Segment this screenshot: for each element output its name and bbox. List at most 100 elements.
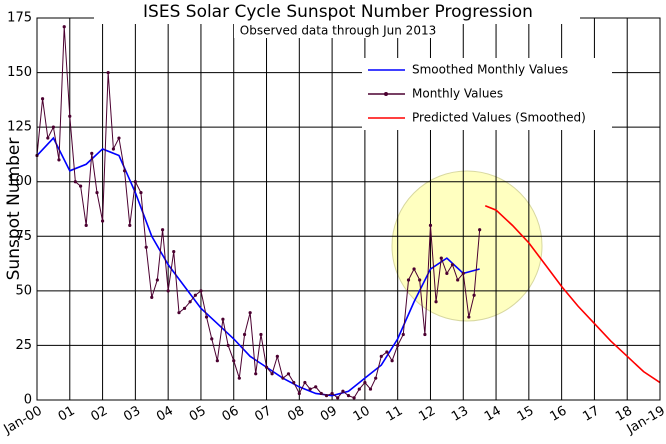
x-tick-label: 04 (154, 404, 176, 425)
data-point (117, 136, 121, 140)
data-point (57, 158, 61, 162)
data-point (193, 293, 197, 297)
data-point (40, 97, 45, 101)
data-point (264, 365, 269, 369)
x-tick-label: 01 (56, 404, 78, 425)
data-point (406, 278, 411, 282)
x-tick-label: 18 (613, 404, 635, 425)
data-point (461, 271, 465, 275)
data-point (84, 223, 88, 227)
data-point (352, 396, 356, 400)
y-tick-label: 75 (15, 229, 32, 244)
data-point (418, 278, 422, 282)
data-point (128, 223, 132, 227)
title-background (94, 2, 580, 24)
data-point (423, 332, 427, 337)
x-tick-label: 12 (416, 404, 438, 425)
data-point (144, 245, 148, 249)
data-point (177, 311, 181, 315)
data-point (95, 191, 99, 195)
data-point (166, 289, 170, 293)
y-tick-label: 125 (7, 120, 32, 135)
data-point (314, 385, 318, 389)
y-tick-label: 150 (7, 65, 32, 80)
data-point (248, 311, 252, 315)
data-point (139, 191, 143, 195)
data-point (51, 125, 55, 129)
data-point (90, 151, 94, 155)
legend-label: Predicted Values (Smoothed) (412, 111, 586, 125)
data-point (210, 337, 214, 341)
data-point (330, 391, 334, 396)
y-tick-label: 25 (15, 338, 32, 353)
subtitle-background (234, 24, 442, 38)
data-point (182, 306, 187, 310)
data-point (106, 70, 110, 75)
series-line (36, 136, 480, 397)
y-tick-label: 100 (7, 174, 32, 189)
data-point (188, 300, 192, 304)
data-point (445, 271, 449, 275)
data-point (467, 315, 471, 319)
data-point (150, 295, 154, 300)
chart-subtitle: Observed data through Jun 2013 (240, 24, 436, 38)
data-point (357, 387, 361, 391)
y-tick-label: 0 (24, 393, 32, 408)
data-point (275, 354, 279, 358)
data-point (226, 343, 230, 348)
highlight-circle (391, 170, 543, 322)
series-line (36, 26, 481, 399)
data-point (68, 114, 72, 118)
legend-marker (384, 92, 388, 96)
legend: Smoothed Monthly Values Monthly Values Pre… (362, 58, 612, 130)
data-point (390, 359, 394, 363)
data-point (155, 278, 159, 282)
data-point (346, 394, 351, 398)
data-point (374, 376, 378, 380)
x-tick-label: 05 (187, 404, 209, 425)
data-point (379, 354, 383, 358)
data-point (363, 380, 367, 385)
x-tick-label: 16 (548, 404, 570, 425)
data-point (46, 136, 50, 140)
data-point (303, 380, 307, 385)
legend-label: Smoothed Monthly Values (412, 63, 568, 77)
x-tick-label: 15 (515, 404, 537, 425)
x-tick-label: 08 (285, 404, 307, 425)
data-point (122, 169, 127, 173)
x-tick-label: 14 (482, 404, 504, 425)
data-point (434, 300, 438, 304)
x-tick-label: 03 (121, 404, 143, 425)
data-point (172, 249, 176, 254)
data-point (478, 228, 482, 232)
chart-title: ISES Solar Cycle Sunspot Number Progress… (143, 2, 533, 22)
y-tick-label: 175 (7, 11, 32, 26)
data-point (319, 391, 323, 396)
data-point (385, 350, 389, 354)
data-point (450, 263, 455, 267)
x-tick-label: 07 (252, 404, 274, 425)
x-tick-label: 09 (318, 404, 340, 425)
data-point (396, 343, 400, 348)
data-point (242, 332, 247, 337)
y-tick-label: 50 (15, 283, 32, 298)
data-point (336, 396, 340, 400)
y-axis-label: Sunspot Number (4, 138, 24, 281)
data-point (259, 332, 263, 337)
data-point (160, 228, 165, 232)
x-tick-label: 17 (580, 404, 602, 425)
data-point (412, 267, 416, 271)
data-point (100, 219, 105, 223)
x-tick-label: 10 (351, 404, 373, 425)
series-line (484, 204, 661, 384)
data-point (204, 315, 209, 319)
data-point (308, 387, 312, 391)
data-point (401, 332, 405, 337)
data-point (215, 359, 219, 363)
legend-label: Monthly Values (412, 87, 503, 101)
data-point (439, 256, 443, 260)
data-point (281, 376, 285, 380)
data-point (221, 317, 225, 321)
data-point (270, 372, 274, 376)
